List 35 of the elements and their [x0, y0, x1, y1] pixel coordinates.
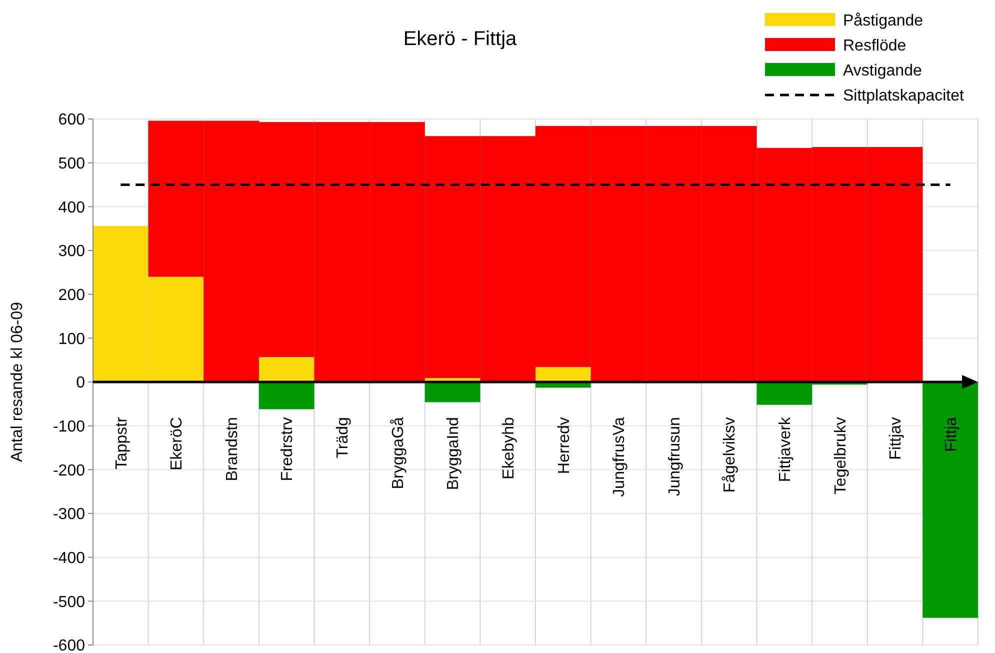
x-tick-label: BryggaGå [390, 416, 407, 490]
x-tick-label: Fittja [942, 416, 960, 452]
x-tick-label: Fågelviksv [722, 417, 739, 493]
y-tick-label: -300 [52, 506, 86, 524]
legend-label: Påstigande [843, 12, 924, 30]
y-axis-title: Antal resande kl 06-09 [9, 302, 26, 462]
y-tick-label: 600 [58, 112, 86, 129]
x-tick-label: Fittjav [888, 417, 905, 460]
y-tick-label: 400 [58, 199, 86, 216]
x-tick-label: Tappstr [113, 416, 130, 470]
x-tick-label: EkeröC [168, 417, 186, 470]
x-tick-label: BryggaInd [445, 417, 462, 490]
y-tick-label: 500 [58, 155, 86, 172]
x-tick-label: Fittjaverk [777, 416, 794, 482]
x-tick-label: Tegelbrukv [832, 417, 850, 494]
y-tick-label: -600 [52, 638, 86, 653]
y-tick-label: 300 [58, 243, 86, 260]
x-tick-label: Jungfrusun [666, 417, 684, 496]
y-tick-label: 0 [76, 374, 86, 392]
x-tick-label: Brandstn [224, 417, 241, 482]
y-tick-label: -200 [52, 462, 86, 480]
chart-title: Ekerö - Fittja [403, 28, 518, 50]
x-tick-label: Herredv [556, 417, 573, 474]
y-tick-label: -100 [52, 418, 86, 436]
y-tick-label: -400 [52, 550, 86, 567]
x-tick-label: Ekebyhb [500, 416, 518, 480]
x-tick-label: Trädg [334, 417, 352, 458]
x-tick-label: JungfrusVa [611, 416, 628, 497]
y-tick-label: 100 [58, 330, 86, 348]
y-tick-label: 200 [58, 286, 86, 304]
y-tick-label: -500 [52, 594, 86, 611]
legend-label: Resflöde [843, 38, 906, 55]
legend-label: Sittplatskapacitet [843, 88, 965, 105]
legend-label: Avstigande [843, 62, 922, 80]
x-tick-label: Fredrstrv [279, 417, 296, 482]
